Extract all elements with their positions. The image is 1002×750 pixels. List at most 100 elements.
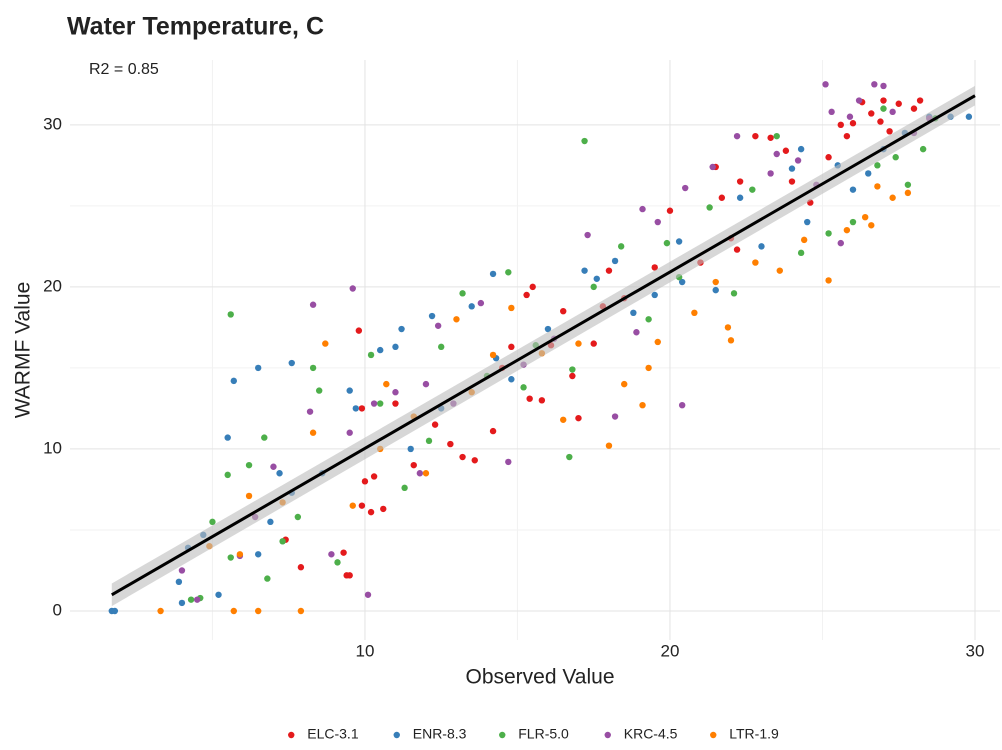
point (712, 286, 719, 294)
point (157, 607, 164, 615)
point (767, 170, 774, 177)
point (315, 387, 323, 394)
point (523, 291, 530, 299)
y-tick-label: 0 (53, 600, 62, 619)
point (392, 400, 399, 407)
point (230, 377, 237, 385)
point (749, 186, 756, 193)
point (367, 508, 375, 516)
point (489, 351, 497, 359)
point (468, 303, 475, 310)
point (340, 549, 347, 556)
point (712, 278, 719, 286)
point (505, 269, 512, 276)
point (651, 291, 658, 299)
point (752, 132, 759, 140)
point (868, 110, 875, 117)
point (349, 285, 356, 292)
point (611, 257, 619, 265)
point (245, 461, 253, 469)
point (654, 218, 661, 226)
point (111, 607, 119, 615)
point (654, 338, 661, 346)
point (773, 132, 780, 140)
point (651, 264, 658, 271)
point (279, 538, 286, 545)
point (678, 401, 686, 409)
point (297, 607, 305, 615)
point (254, 607, 262, 615)
point (871, 81, 878, 88)
y-axis-label: WARMF Value (12, 282, 35, 419)
point (349, 502, 356, 509)
point (800, 236, 808, 244)
point (380, 505, 387, 513)
point (849, 120, 857, 127)
x-tick-label: 10 (355, 641, 374, 660)
point (843, 132, 851, 140)
point (306, 408, 314, 415)
point (309, 429, 317, 436)
legend-marker (393, 731, 400, 739)
point (288, 359, 295, 367)
point (422, 470, 430, 477)
point (837, 121, 844, 129)
point (575, 340, 582, 347)
point (718, 194, 726, 201)
point (825, 277, 832, 284)
point (355, 327, 363, 334)
point (877, 118, 884, 125)
point (544, 325, 552, 333)
point (538, 397, 546, 404)
point (264, 575, 271, 582)
point (236, 551, 244, 558)
annotation: R2 = 0.85 (89, 61, 159, 78)
point (178, 567, 186, 574)
point (874, 162, 881, 169)
legend-label: ENR-8.3 (413, 726, 467, 742)
legend-label: LTR-1.9 (729, 726, 779, 742)
y-tick-label: 10 (43, 438, 62, 457)
point (733, 132, 741, 140)
point (489, 427, 497, 435)
point (447, 440, 454, 448)
point (663, 239, 671, 247)
point (861, 213, 869, 221)
point (788, 178, 796, 185)
point (773, 150, 780, 158)
point (328, 551, 335, 558)
point (569, 372, 576, 380)
point (377, 400, 384, 407)
point (880, 82, 887, 90)
point (639, 401, 646, 409)
point (736, 194, 744, 201)
point (392, 389, 399, 396)
point (459, 290, 466, 297)
point (892, 154, 899, 161)
point (367, 351, 375, 359)
point (224, 434, 231, 441)
point (727, 337, 735, 344)
point (529, 283, 536, 291)
point (868, 222, 875, 229)
point (621, 380, 628, 388)
point (294, 513, 302, 521)
point (965, 113, 973, 120)
chart-title: Water Temperature, C (67, 13, 324, 41)
point (675, 238, 683, 245)
point (581, 137, 588, 145)
legend-label: FLR-5.0 (518, 726, 569, 742)
point (526, 395, 533, 402)
point (736, 178, 744, 185)
y-tick-label: 30 (43, 114, 62, 133)
point (874, 183, 881, 190)
point (828, 108, 835, 116)
point (346, 387, 353, 394)
point (590, 283, 597, 291)
point (794, 157, 802, 164)
point (297, 564, 305, 571)
legend-marker (288, 731, 295, 739)
point (611, 413, 619, 420)
point (309, 301, 317, 308)
